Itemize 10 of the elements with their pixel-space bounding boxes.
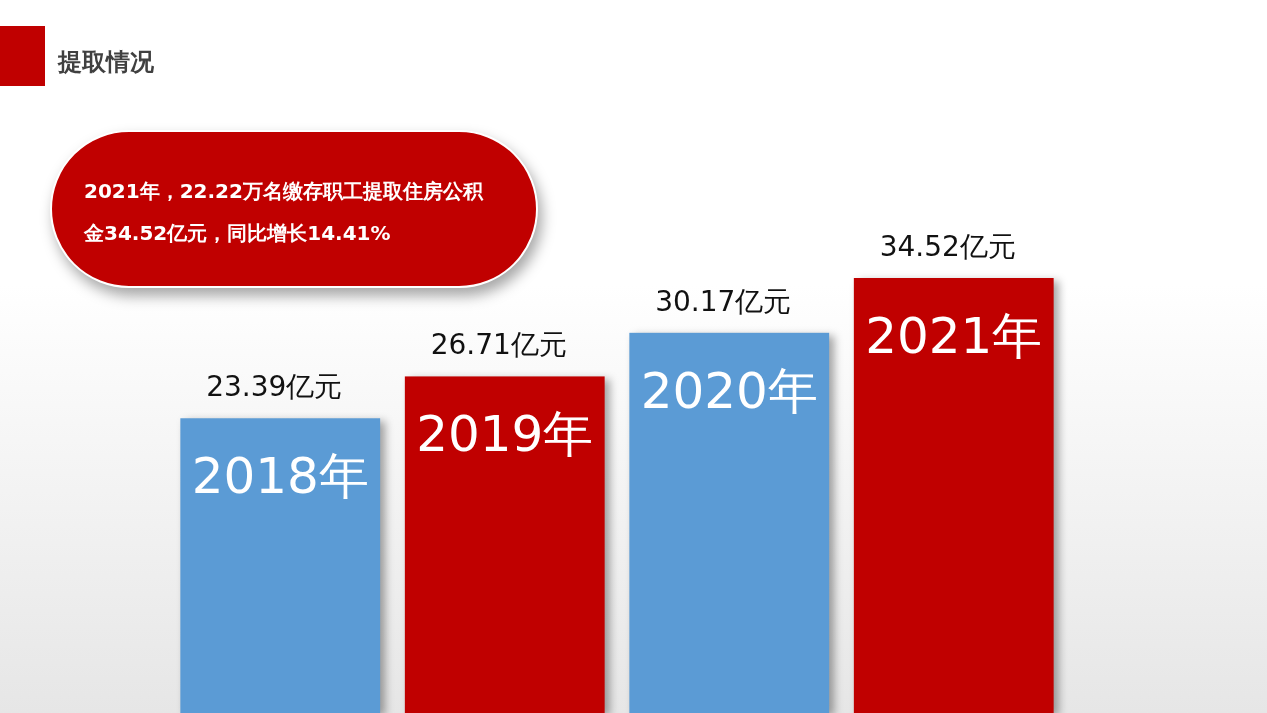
data-label: 34.52亿元 [879, 230, 1016, 263]
chart-title: 提取情况 [58, 47, 154, 78]
data-label: 26.71亿元 [430, 328, 567, 362]
data-label: 30.17亿元 [655, 284, 792, 318]
x-tick-label: 2021年 [865, 307, 1043, 365]
x-tick-label: 2019年 [416, 405, 594, 464]
x-tick-label: 2018年 [191, 447, 369, 506]
picture-callout: 2021年，22.22万名缴存职工提取住房公积金34.52亿元，同比增长14.41% [50, 130, 538, 288]
x-tick-label: 2020年 [640, 361, 818, 420]
data-label: 23.39亿元 [206, 370, 343, 404]
